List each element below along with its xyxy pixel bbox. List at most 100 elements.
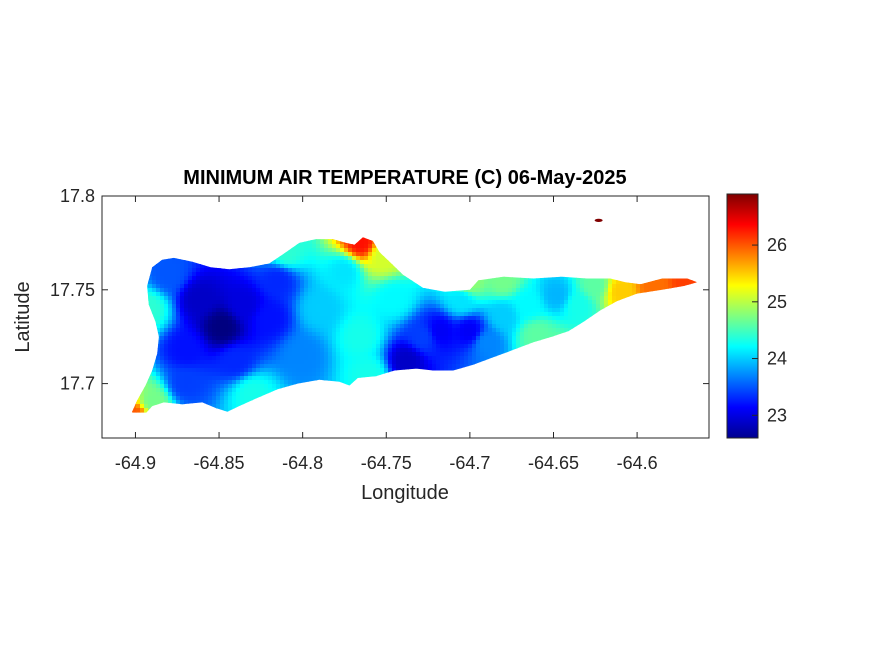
heatmap-cell bbox=[196, 264, 201, 269]
heatmap-cell bbox=[396, 268, 401, 273]
heatmap-cell bbox=[236, 232, 241, 237]
heatmap-cell bbox=[296, 292, 301, 297]
heatmap-cell bbox=[580, 304, 585, 309]
heatmap-cell bbox=[552, 252, 557, 257]
heatmap-cell bbox=[432, 248, 437, 253]
heatmap-cell bbox=[676, 284, 681, 289]
heatmap-cell bbox=[276, 348, 281, 353]
heatmap-cell bbox=[440, 292, 445, 297]
heatmap-cell bbox=[428, 336, 433, 341]
heatmap-cell bbox=[564, 328, 569, 333]
heatmap-cell bbox=[240, 284, 245, 289]
heatmap-cell bbox=[268, 272, 273, 277]
heatmap-cell bbox=[668, 304, 673, 309]
heatmap-cell bbox=[648, 264, 653, 269]
heatmap-cell bbox=[184, 264, 189, 269]
heatmap-cell bbox=[448, 288, 453, 293]
heatmap-cell bbox=[680, 328, 685, 333]
heatmap-cell bbox=[648, 256, 653, 261]
heatmap-cell bbox=[140, 224, 145, 229]
heatmap-cell bbox=[436, 248, 441, 253]
heatmap-cell bbox=[544, 348, 549, 353]
heatmap-cell bbox=[164, 228, 169, 233]
heatmap-cell bbox=[196, 332, 201, 337]
heatmap-cell bbox=[228, 292, 233, 297]
heatmap-cell bbox=[504, 240, 509, 245]
heatmap-cell bbox=[504, 232, 509, 237]
heatmap-cell bbox=[148, 252, 153, 257]
heatmap-cell bbox=[424, 288, 429, 293]
heatmap-cell bbox=[148, 268, 153, 273]
heatmap-cell bbox=[452, 320, 457, 325]
heatmap-cell bbox=[552, 240, 557, 245]
heatmap-cell bbox=[164, 352, 169, 357]
heatmap-cell bbox=[184, 260, 189, 265]
heatmap-cell bbox=[644, 348, 649, 353]
heatmap-cell bbox=[308, 244, 313, 249]
heatmap-cell bbox=[580, 260, 585, 265]
heatmap-cell bbox=[272, 220, 277, 225]
heatmap-cell bbox=[264, 300, 269, 305]
heatmap-cell bbox=[244, 224, 249, 229]
heatmap-cell bbox=[440, 280, 445, 285]
heatmap-cell bbox=[364, 276, 369, 281]
heatmap-cell bbox=[532, 264, 537, 269]
heatmap-cell bbox=[356, 312, 361, 317]
heatmap-cell bbox=[404, 244, 409, 249]
heatmap-cell bbox=[676, 232, 681, 237]
heatmap-cell bbox=[632, 272, 637, 277]
heatmap-cell bbox=[364, 220, 369, 225]
heatmap-cell bbox=[612, 232, 617, 237]
heatmap-cell bbox=[288, 304, 293, 309]
heatmap-cell bbox=[572, 348, 577, 353]
heatmap-cell bbox=[212, 348, 217, 353]
heatmap-cell bbox=[628, 244, 633, 249]
heatmap-cell bbox=[536, 280, 541, 285]
heatmap-cell bbox=[472, 300, 477, 305]
heatmap-cell bbox=[160, 272, 165, 277]
heatmap-cell bbox=[516, 312, 521, 317]
heatmap-cell bbox=[448, 224, 453, 229]
heatmap-cell bbox=[384, 256, 389, 261]
heatmap-cell bbox=[376, 244, 381, 249]
heatmap-cell bbox=[556, 224, 561, 229]
heatmap-cell bbox=[572, 292, 577, 297]
heatmap-cell bbox=[232, 336, 237, 341]
heatmap-cell bbox=[632, 352, 637, 357]
heatmap-cell bbox=[256, 244, 261, 249]
heatmap-cell bbox=[580, 244, 585, 249]
heatmap-cell bbox=[316, 296, 321, 301]
heatmap-cell bbox=[228, 320, 233, 325]
heatmap-cell bbox=[632, 268, 637, 273]
heatmap-cell bbox=[528, 328, 533, 333]
heatmap-cell bbox=[352, 328, 357, 333]
heatmap-cell bbox=[244, 344, 249, 349]
heatmap-cell bbox=[504, 320, 509, 325]
heatmap-cell bbox=[408, 340, 413, 345]
heatmap-cell bbox=[284, 260, 289, 265]
heatmap-cell bbox=[328, 296, 333, 301]
heatmap-cell bbox=[212, 260, 217, 265]
heatmap-cell bbox=[356, 232, 361, 237]
heatmap-cell bbox=[396, 237, 401, 241]
heatmap-cell bbox=[692, 344, 697, 349]
heatmap-cell bbox=[680, 224, 685, 229]
heatmap-cell bbox=[164, 256, 169, 261]
heatmap-cell bbox=[608, 324, 613, 329]
heatmap-cell bbox=[248, 348, 253, 353]
heatmap-cell bbox=[172, 320, 177, 325]
heatmap-cell bbox=[556, 272, 561, 277]
heatmap-cell bbox=[552, 340, 557, 345]
heatmap-cell bbox=[184, 336, 189, 341]
heatmap-cell bbox=[328, 300, 333, 305]
heatmap-cell bbox=[472, 296, 477, 301]
heatmap-cell bbox=[392, 268, 397, 273]
heatmap-cell bbox=[136, 312, 141, 317]
heatmap-cell bbox=[316, 240, 321, 245]
heatmap-cell bbox=[284, 244, 289, 249]
heatmap-cell bbox=[280, 232, 285, 237]
heatmap-cell bbox=[188, 300, 193, 305]
heatmap-cell bbox=[664, 332, 669, 337]
heatmap-cell bbox=[148, 284, 153, 289]
heatmap-cell bbox=[572, 344, 577, 349]
